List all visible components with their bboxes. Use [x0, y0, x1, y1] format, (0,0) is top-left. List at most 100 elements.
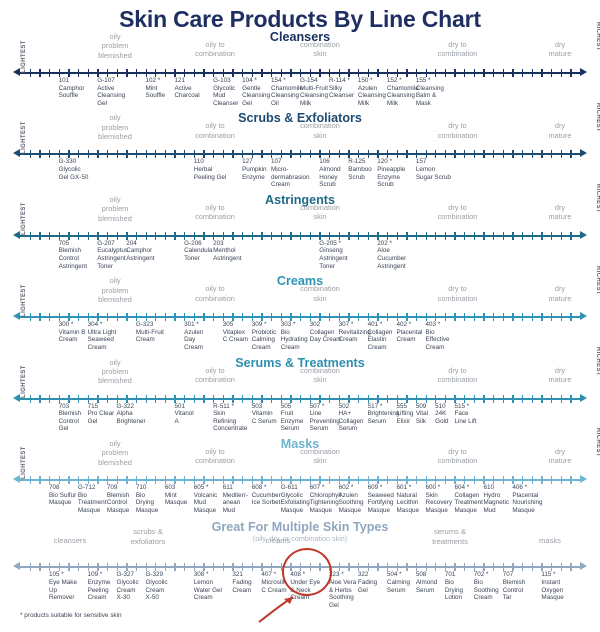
product-label[interactable]: G-712 Bio Treatment Masque — [78, 484, 106, 514]
product-label[interactable]: 508 Almond Serum — [416, 571, 437, 594]
product-label[interactable]: 106 Almond Honey Scrub — [319, 158, 340, 188]
product-label[interactable]: 323 * Aloe Vera & Herbs Soothing Gel — [329, 571, 356, 609]
product-label[interactable]: 502 HA+ Collagen Serum — [339, 403, 364, 433]
product-label[interactable]: R-511 * Skin Refining Concentrate — [213, 403, 247, 433]
product-label[interactable]: 300 * Vitamin B Cream — [59, 321, 86, 344]
product-label[interactable]: G-327 Glycolic Cream X-30 — [117, 571, 139, 601]
product-label[interactable]: 707 Blemish Control Tar — [503, 571, 525, 601]
product-label[interactable]: 402 * Placental Cream — [397, 321, 423, 344]
product-label[interactable]: 609 * Seaweed Fortifying Masque — [368, 484, 394, 514]
product-label[interactable]: 121 Active Charcoal — [174, 77, 199, 100]
product-label[interactable]: 107 Micro- dermabrasion Cream — [271, 158, 310, 188]
product-label[interactable]: 303 * Bio Hydrating Cream — [281, 321, 308, 351]
product-label[interactable]: 608 * Cucumber Ice Sorbet — [252, 484, 281, 507]
product-label[interactable]: 610 Hydro Magnetic Mud — [483, 484, 509, 514]
product-label[interactable]: 501 Vitanol A — [174, 403, 193, 426]
axis-tick — [464, 475, 466, 484]
product-label[interactable]: 305 Vitaplex C Cream — [223, 321, 248, 344]
product-label[interactable]: G-107 Active Cleansing Gel — [97, 77, 125, 107]
product-label[interactable]: 321 Fading Cream — [232, 571, 251, 594]
product-label[interactable]: 603 Mint Masque — [165, 484, 187, 507]
product-label[interactable]: 154 * Chamomile Cleansing Oil — [271, 77, 303, 107]
axis-tick — [68, 69, 70, 77]
product-label[interactable]: 515 * Face Line Lift — [454, 403, 476, 426]
axis-tick — [116, 150, 118, 159]
product-label[interactable]: 307 * Revitalizing Cream — [339, 321, 371, 344]
product-code: 204 — [126, 239, 137, 247]
row-title: Serums & Treatments — [235, 355, 365, 370]
product-label[interactable]: 155 * Cleansing Balm & Mask — [416, 77, 444, 107]
product-label[interactable]: 127 Pumpkin Enzyme — [242, 158, 267, 181]
product-label[interactable]: 157 Lemon Sugar Scrub — [416, 158, 451, 181]
product-label[interactable]: G-611 Glycolic Exfoliating Masque — [281, 484, 310, 514]
product-label[interactable]: G-329 Glycolic Cream X-50 — [146, 571, 168, 601]
product-label[interactable]: G-103 Glycolic Mud Cleanser — [213, 77, 238, 107]
axis-tick — [106, 150, 109, 159]
product-label[interactable]: R-114 * Silky Cleanser — [329, 77, 354, 100]
product-name: Camphor Souffle — [58, 84, 85, 100]
axis-tick — [261, 394, 263, 403]
product-label[interactable]: 204 Camphor Astringent — [126, 240, 154, 263]
product-label[interactable]: 611 Mediterr- anean Mud — [223, 484, 248, 514]
product-label[interactable]: 110 Herbal Peeling Gel — [194, 158, 227, 181]
product-label[interactable]: G-154 Multi-Fruit Cleansing Milk — [300, 77, 328, 107]
product-label[interactable]: 605 * Volcanic Mud Masque — [194, 484, 217, 514]
axis-tick — [570, 69, 572, 77]
product-label[interactable]: 701 Bio Drying Lotion — [445, 571, 463, 601]
product-label[interactable]: 710 Bio Drying Masque — [136, 484, 158, 514]
product-label[interactable]: 703 Blemish Control Gel — [59, 403, 81, 433]
product-label[interactable]: 104 * Gentle Cleansing Gel — [242, 77, 270, 107]
product-label[interactable]: G-205 * Ginseng Astringent Toner — [319, 240, 347, 270]
product-label[interactable]: G-330 Glycolic Gel GX-50 — [59, 158, 89, 181]
product-label[interactable]: 604 * Collagen Treatment Masque — [454, 484, 482, 514]
product-label[interactable]: 602 * Azulen Soothing Masque — [339, 484, 364, 514]
product-label[interactable]: 301 * Azulen Day Cream — [184, 321, 203, 351]
axis-tick — [68, 394, 70, 403]
product-label[interactable]: 510 24K Gold — [435, 403, 448, 426]
product-label[interactable]: 322 Fading Gel — [358, 571, 377, 594]
product-label[interactable]: 309 * Probiotic Calming Cream — [252, 321, 277, 351]
axis-tick — [522, 394, 524, 403]
axis-tick — [473, 394, 476, 403]
product-code: 604 * — [454, 483, 470, 491]
product-label[interactable]: 709 Blemish Control Masque — [107, 484, 129, 514]
product-label[interactable]: 302 Collagen Day Cream — [310, 321, 342, 344]
product-label[interactable]: 203 Menthol Astringent — [213, 240, 241, 263]
product-label[interactable]: 105 * Eye Make Up Remover — [49, 571, 77, 601]
product-label[interactable]: 202 * Aloe Cucumber Astringent — [377, 240, 406, 270]
product-label[interactable]: 115 * Instant Oxygen Masque — [541, 571, 563, 601]
product-label[interactable]: 555 Lifting Elixir — [397, 403, 414, 426]
product-label[interactable]: 708 Bio Sulfur Masque — [49, 484, 76, 507]
product-label[interactable]: 150 * Azulen Cleansing Milk — [358, 77, 386, 107]
product-label[interactable]: 403 * Bio Effective Cream — [426, 321, 450, 351]
product-label[interactable]: 509 Vital Silk — [416, 403, 428, 426]
product-label[interactable]: 507 * Line Preventing Serum — [310, 403, 340, 433]
product-label[interactable]: 102 * Mint Souffle — [146, 77, 166, 100]
product-label[interactable]: 101 Camphor Souffle — [59, 77, 85, 100]
product-label[interactable]: 308 * Lemon Water Gel Cream — [194, 571, 222, 601]
product-label[interactable]: 601 * Natural Lecithin Masque — [397, 484, 419, 514]
product-label[interactable]: 152 * Chamomile Cleansing Milk — [387, 77, 419, 107]
product-label[interactable]: 304 * Ultra Light Seaweed Cream — [88, 321, 117, 351]
product-label[interactable]: 715 Pro Clear Gel — [88, 403, 115, 426]
product-label[interactable]: 504 * Calming Serum — [387, 571, 410, 594]
product-label[interactable]: R-125 Bamboo Scrub — [348, 158, 371, 181]
product-label[interactable]: G-207 Eucalyptus Astringent Toner — [97, 240, 128, 270]
product-label[interactable]: 702 * Bio Soothing Cream — [474, 571, 499, 601]
product-label[interactable]: 517 * Brightening Serum — [368, 403, 400, 426]
product-label[interactable]: 109 * Enzyme Peeling Cream — [88, 571, 111, 601]
product-label[interactable]: 600 * Skin Recovery Masque — [426, 484, 453, 514]
product-label[interactable]: G-322 Alpha Brightener — [117, 403, 146, 426]
product-label[interactable]: G-206 Calendula Toner — [184, 240, 212, 263]
page-title: Skin Care Products By Line Chart — [119, 6, 481, 32]
product-label[interactable]: 120 * Pineapple Enzyme Scrub — [377, 158, 405, 188]
product-label[interactable]: 407 * Microsilk C Cream — [261, 571, 286, 594]
product-label[interactable]: G-323 Multi-Fruit Cream — [136, 321, 164, 344]
product-label[interactable]: 401 * Collagen Elastin Cream — [368, 321, 393, 351]
product-label[interactable]: 505 Fruit Enzyme Serum — [281, 403, 304, 433]
product-label[interactable]: 406 * Placental Nourishing Masque — [512, 484, 542, 514]
product-label[interactable]: 503 Vitamin C Serum — [252, 403, 277, 426]
product-label[interactable]: 705 Blemish Control Astringent — [59, 240, 87, 270]
axis-tick — [280, 150, 282, 159]
product-label[interactable]: 607 * Chlorophyll Tightening Masque — [310, 484, 342, 514]
